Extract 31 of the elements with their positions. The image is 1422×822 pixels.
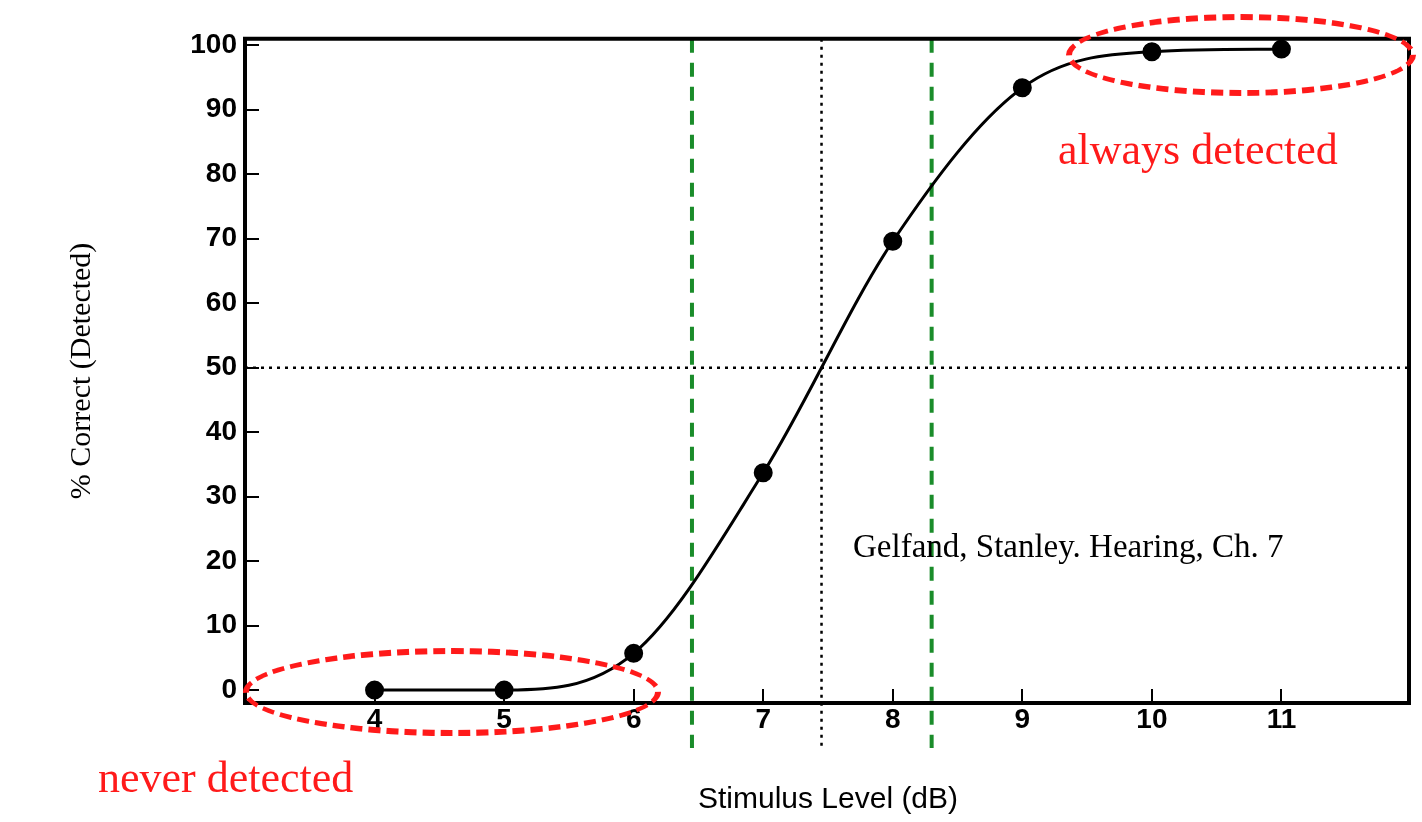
y-tick-label: 0 — [221, 672, 237, 704]
point — [365, 680, 385, 700]
annotation: Gelfand, Stanley. Hearing, Ch. 7 — [853, 528, 1284, 565]
y-tick-label: 50 — [205, 350, 237, 382]
y-tick-label: 20 — [205, 543, 237, 575]
point — [1012, 78, 1032, 98]
y-axis-title: % Correct (Detected) — [62, 242, 97, 500]
annotation: always detected — [1058, 124, 1338, 175]
y-tick-label: 70 — [205, 221, 237, 253]
y-tick-label: 40 — [205, 414, 237, 446]
x-tick-label: 4 — [366, 702, 383, 734]
y-tick-label: 80 — [205, 156, 237, 188]
point — [753, 463, 773, 483]
point — [1142, 42, 1162, 62]
point — [883, 231, 903, 251]
y-tick-label: 60 — [205, 285, 237, 317]
point — [624, 643, 644, 663]
x-tick-label: 11 — [1266, 702, 1297, 734]
x-tick-label: 7 — [755, 702, 772, 734]
text: never detected — [98, 752, 354, 803]
x-tick-label: 5 — [496, 702, 512, 734]
x-tick-label: 9 — [1014, 702, 1031, 734]
y-tick-label: 10 — [205, 608, 237, 640]
x-tick-label: 10 — [1136, 702, 1168, 734]
x-axis-title: Stimulus Level (dB) — [697, 781, 959, 815]
y-tick-label: 30 — [205, 479, 237, 511]
x-tick-label: 8 — [884, 702, 901, 734]
y-tick-label: 90 — [205, 92, 237, 124]
point — [1271, 39, 1291, 59]
y-tick-label: 100 — [190, 27, 237, 59]
point — [494, 680, 514, 700]
